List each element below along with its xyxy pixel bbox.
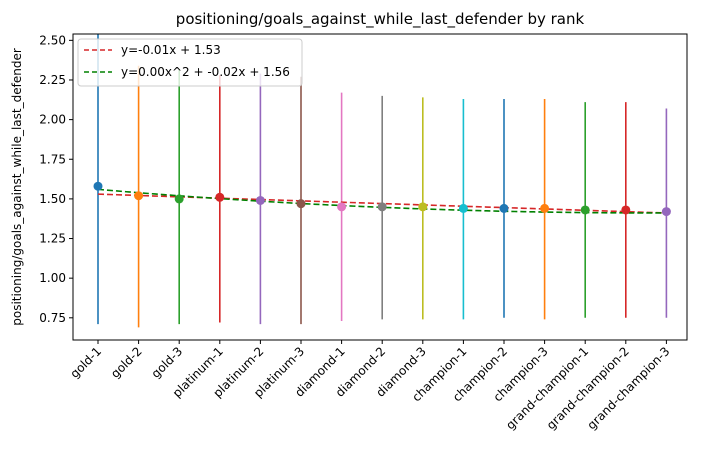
mean-point: [540, 203, 550, 213]
x-axis: gold-1 gold-2 gold-3platinum-1platinum-2pl…: [67, 340, 673, 432]
mean-point: [174, 194, 184, 204]
y-tick-label: 2.50: [39, 33, 66, 47]
legend-label-quadratic-fit: y=0.00x^2 + -0.02x + 1.56: [121, 65, 290, 79]
y-tick-label: 1.00: [39, 271, 66, 285]
x-tick-label: gold-3: [149, 344, 186, 381]
mean-point: [621, 205, 631, 215]
mean-point: [458, 203, 468, 213]
mean-point: [93, 181, 103, 191]
mean-point: [255, 195, 265, 205]
mean-point: [499, 203, 509, 213]
plot-area: [93, 34, 671, 328]
y-axis: 0.75 1.00 1.25 1.50 1.75 2.00 2.25 2.50: [39, 33, 73, 325]
mean-point: [134, 191, 144, 201]
y-tick-label: 1.25: [39, 232, 66, 246]
plot-frame: [72, 33, 688, 341]
legend-box: [77, 38, 303, 87]
mean-point: [580, 205, 590, 215]
mean-point: [215, 192, 225, 202]
y-tick-label: 1.50: [39, 192, 66, 206]
y-axis-label: positioning/goals_against_while_last_def…: [10, 48, 24, 326]
y-tick-label: 1.75: [39, 152, 66, 166]
mean-point: [418, 202, 428, 212]
y-tick-label: 2.25: [39, 73, 66, 87]
legend: y=-0.01x + 1.53 y=0.00x^2 + -0.02x + 1.5…: [77, 38, 303, 87]
chart-title: positioning/goals_against_while_last_def…: [176, 10, 585, 29]
y-tick-label: 2.00: [39, 113, 66, 127]
y-tick-label: 0.75: [39, 311, 66, 325]
mean-point: [661, 207, 671, 217]
mean-point: [377, 202, 387, 212]
x-tick-label: gold-2: [108, 344, 145, 381]
mean-point: [296, 199, 306, 209]
x-tick-label: gold-1: [67, 344, 104, 381]
mean-point: [337, 202, 347, 212]
legend-label-linear-fit: y=-0.01x + 1.53: [121, 43, 221, 57]
